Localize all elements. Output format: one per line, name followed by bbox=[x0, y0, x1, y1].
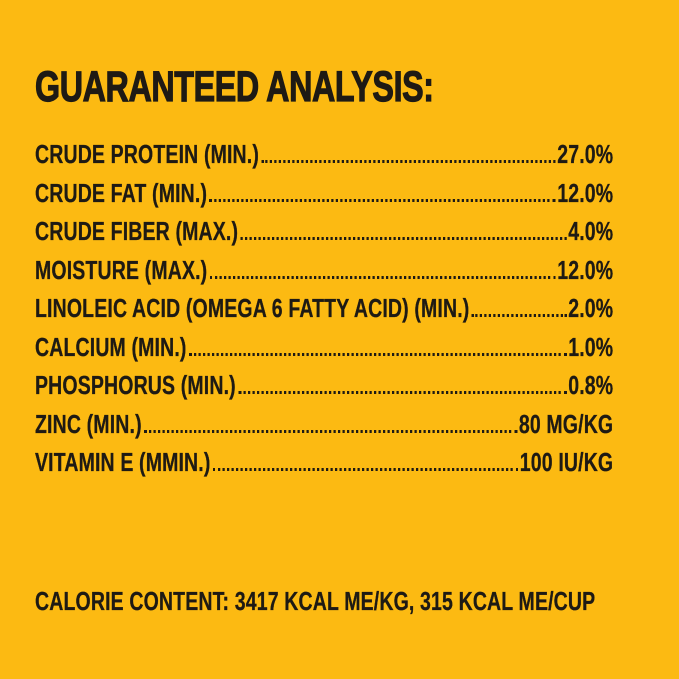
nutrient-name: CRUDE FIBER (MAX.) bbox=[35, 216, 239, 246]
analysis-row: ZINC (MIN.) 80 MG/KG bbox=[35, 405, 613, 444]
calorie-content-line: CALORIE CONTENT: 3417 KCAL ME/KG, 315 KC… bbox=[35, 585, 596, 616]
nutrient-name: MOISTURE (MAX.) bbox=[35, 254, 208, 285]
nutrient-name: LINOLEIC ACID (OMEGA 6 FATTY ACID) (MIN.… bbox=[35, 293, 470, 323]
analysis-row: VITAMIN E (MMIN.) 100 IU/KG bbox=[35, 443, 613, 482]
analysis-row: CRUDE PROTEIN (MIN.) 27.0% bbox=[35, 135, 613, 174]
nutrient-name: CRUDE PROTEIN (MIN.) bbox=[35, 139, 260, 169]
dot-leader bbox=[238, 391, 567, 394]
nutrient-value: 100 IU/KG bbox=[519, 447, 614, 477]
analysis-row: PHOSPHORUS (MIN.) 0.8% bbox=[35, 366, 613, 405]
nutrient-name: PHOSPHORUS (MIN.) bbox=[35, 370, 236, 400]
dot-leader bbox=[471, 314, 567, 317]
nutrient-value: 27.0% bbox=[557, 139, 614, 169]
dot-leader bbox=[261, 160, 556, 163]
nutrient-name: CALCIUM (MIN.) bbox=[35, 331, 187, 362]
dot-leader bbox=[143, 429, 518, 433]
nutrient-value: 12.0% bbox=[557, 177, 614, 208]
nutrient-value: 1.0% bbox=[568, 331, 614, 362]
nutrient-value: 0.8% bbox=[568, 370, 614, 400]
analysis-rows: CRUDE PROTEIN (MIN.) 27.0% CRUDE FAT (MIN.… bbox=[35, 135, 613, 482]
analysis-row: CRUDE FIBER (MAX.) 4.0% bbox=[35, 212, 613, 251]
dot-leader bbox=[212, 468, 519, 471]
dot-leader bbox=[240, 237, 567, 240]
analysis-row: CRUDE FAT (MIN.) 12.0% bbox=[35, 174, 613, 213]
nutrient-value: 80 MG/KG bbox=[518, 408, 614, 439]
nutrient-value: 4.0% bbox=[568, 216, 614, 246]
analysis-row: LINOLEIC ACID (OMEGA 6 FATTY ACID) (MIN.… bbox=[35, 289, 613, 328]
section-title: GUARANTEED ANALYSIS: bbox=[35, 63, 435, 111]
analysis-row: CALCIUM (MIN.) 1.0% bbox=[35, 328, 613, 367]
nutrient-name: CRUDE FAT (MIN.) bbox=[35, 177, 208, 208]
nutrient-value: 2.0% bbox=[568, 293, 614, 323]
dot-leader bbox=[209, 275, 556, 279]
nutrient-value: 12.0% bbox=[557, 254, 614, 285]
analysis-row: MOISTURE (MAX.) 12.0% bbox=[35, 251, 613, 290]
nutrient-name: ZINC (MIN.) bbox=[35, 408, 142, 439]
dot-leader bbox=[188, 352, 567, 356]
dot-leader bbox=[209, 198, 556, 202]
guaranteed-analysis-label: GUARANTEED ANALYSIS: CRUDE PROTEIN (MIN.… bbox=[35, 63, 679, 616]
nutrient-name: VITAMIN E (MMIN.) bbox=[35, 447, 211, 477]
